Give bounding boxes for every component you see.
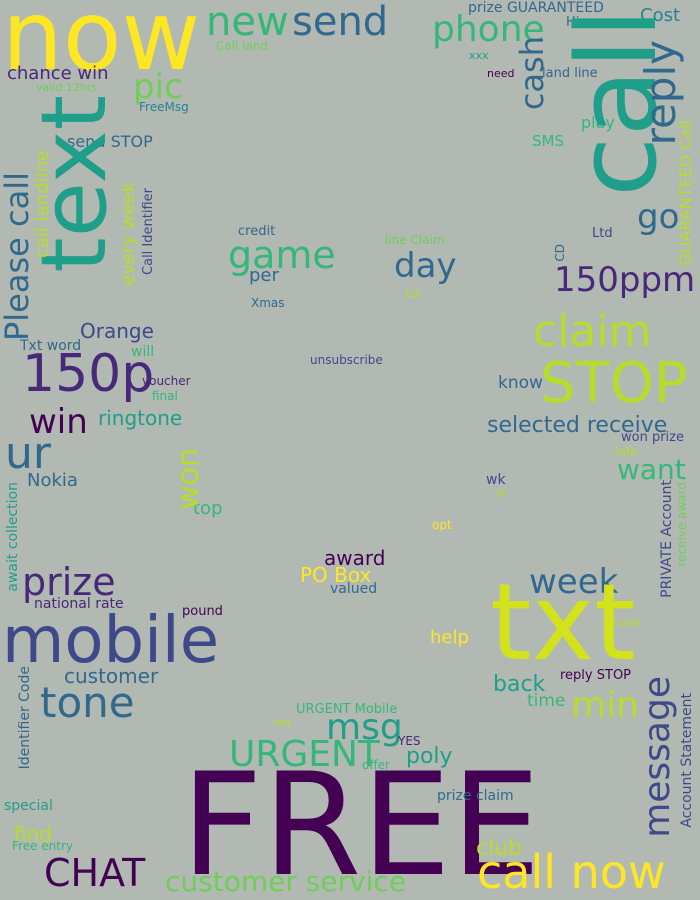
word-message: message xyxy=(637,676,678,838)
word-poly: poly xyxy=(406,744,453,769)
word-help: help xyxy=(430,627,469,648)
word-150p: 150p xyxy=(22,344,155,404)
word-per: per xyxy=(249,265,279,286)
word-every-week: every week xyxy=(118,182,139,286)
word-new: new xyxy=(206,0,289,45)
word-guaranteed-call: GUARANTEED Call xyxy=(676,120,695,266)
word-yr: yr xyxy=(496,486,508,499)
word-claim: claim xyxy=(533,306,652,357)
word-prize-guaranteed: prize GUARANTEED xyxy=(468,0,604,16)
word-win: win xyxy=(29,402,88,442)
word-final: final xyxy=(152,389,178,403)
word-free-entry: Free entry xyxy=(12,839,74,853)
word-await-collection: await collection xyxy=(5,482,21,592)
word-credit: credit xyxy=(238,224,276,239)
word-award: award xyxy=(324,546,386,570)
word-nokia: Nokia xyxy=(27,470,78,491)
word-net: net xyxy=(273,716,292,729)
word-customer-service: customer service xyxy=(165,865,407,898)
word-national-rate: national rate xyxy=(34,596,124,612)
word-now: now xyxy=(2,0,201,92)
word-hi: Hi xyxy=(566,15,580,30)
word-identifier-code: Identifier Code xyxy=(17,666,33,770)
word-know: know xyxy=(498,373,543,393)
word-xmas: Xmas xyxy=(251,296,285,310)
word-yes: YES xyxy=(398,734,421,748)
word-find: find xyxy=(14,822,52,846)
word-back: back xyxy=(493,672,546,697)
word-urgent: URGENT xyxy=(229,734,380,775)
word-freemsg: FreeMsg xyxy=(139,100,189,114)
word-150ppm: 150ppm xyxy=(554,260,696,300)
word-prize: prize xyxy=(22,560,116,604)
word-min: min xyxy=(571,685,639,726)
word-call-identifier: Call Identifier xyxy=(141,188,156,275)
word-code: code xyxy=(614,616,641,629)
word-po-box: PO Box xyxy=(300,563,372,587)
word-cd: CD xyxy=(553,244,567,262)
word-reply-stop: reply STOP xyxy=(560,668,632,683)
word-will: will xyxy=(131,344,155,360)
word-valid-12hrs: valid 12hrs xyxy=(36,81,98,94)
word-land-line: land line xyxy=(542,66,598,81)
word-info: info xyxy=(615,445,638,459)
word-sms: SMS xyxy=(532,132,564,150)
word-wk: wk xyxy=(486,472,506,488)
word-msg: msg xyxy=(326,707,403,748)
word-time: time xyxy=(527,691,566,711)
word-pic: pic xyxy=(133,67,183,107)
word-offer: offer xyxy=(362,758,390,772)
word-selected-receive: selected receive xyxy=(487,413,668,438)
word-orange: Orange xyxy=(80,319,154,343)
word-chat: CHAT xyxy=(44,851,146,895)
word-ltd: Ltd xyxy=(592,226,613,241)
word-line-claim: line Claim xyxy=(385,233,445,247)
word-unsubscribe: unsubscribe xyxy=(310,353,383,367)
word-special: special xyxy=(4,798,53,814)
word-won: won xyxy=(171,448,206,510)
word-ur: ur xyxy=(5,428,51,479)
word-stop: STOP xyxy=(540,351,688,416)
word-xxx: xxx xyxy=(469,49,489,62)
word-top: top xyxy=(193,498,223,519)
word-cash: cash xyxy=(513,36,551,111)
word-txt-word: Txt word xyxy=(20,338,82,354)
word-play: play xyxy=(581,113,615,132)
word-opt: opt xyxy=(432,518,452,532)
word-mobile: mobile xyxy=(2,604,220,678)
word-call-now: call now xyxy=(477,845,666,899)
word-phone: phone xyxy=(432,9,545,50)
word-send: send xyxy=(292,0,389,45)
word-ringtone: ringtone xyxy=(98,406,183,430)
word-private-account: PRIVATE Account xyxy=(659,480,675,598)
word-valued: valued xyxy=(330,581,378,597)
word-call-landline: call landline xyxy=(32,150,53,258)
word-prize-claim: prize claim xyxy=(437,788,514,804)
word-week: week xyxy=(529,562,619,602)
word-want: want xyxy=(617,453,686,486)
word-won-prize: won prize xyxy=(621,430,684,445)
word-receive-award: receive award xyxy=(675,482,689,567)
word-txt-big: txt xyxy=(490,561,636,684)
word-urgent-mobile: URGENT Mobile xyxy=(296,702,398,717)
word-send-stop: send STOP xyxy=(67,132,153,151)
word-day: day xyxy=(394,246,457,286)
word-club: club xyxy=(476,836,523,861)
word-voucher: voucher xyxy=(142,374,191,388)
word-cost: Cost xyxy=(640,5,681,26)
word-account-statement: Account Statement xyxy=(679,693,695,828)
word-need: need xyxy=(487,67,515,80)
word-free: FREE xyxy=(181,743,541,900)
word-customer: customer xyxy=(64,664,159,688)
word-pound: pound xyxy=(182,604,223,619)
word-go: go xyxy=(637,197,680,237)
word-call-land: Call land xyxy=(216,39,269,53)
word-chance-win: chance win xyxy=(7,63,109,84)
word-game: game xyxy=(228,233,336,277)
word-tone: tone xyxy=(40,678,135,727)
word-please-call: Please call xyxy=(0,172,36,341)
word-1st: 1st xyxy=(404,287,422,300)
